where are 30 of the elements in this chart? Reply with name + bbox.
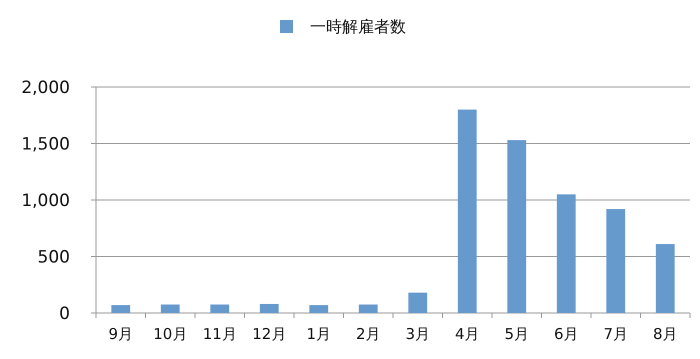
y-tick-label: 500 (38, 248, 70, 268)
x-tick-label: 11月 (202, 325, 237, 343)
x-tick-label: 2月 (356, 325, 381, 343)
x-tick-label: 7月 (603, 325, 628, 343)
legend-label: 一時解雇者数 (310, 17, 406, 36)
bar (606, 209, 626, 313)
x-tick-label: 3月 (405, 325, 430, 343)
bar (111, 305, 130, 313)
y-tick-label: 2,000 (21, 78, 70, 98)
bar (458, 110, 477, 313)
y-tick-label: 1,000 (21, 191, 70, 211)
bar (210, 304, 230, 313)
x-tick-label: 12月 (252, 325, 286, 343)
bar (260, 304, 279, 313)
x-tick-label: 8月 (652, 325, 678, 343)
bar (408, 292, 428, 313)
x-tick-label: 5月 (504, 325, 530, 343)
bar (160, 304, 180, 313)
y-tick-label: 1,500 (21, 134, 70, 154)
bar (358, 304, 378, 313)
bar (556, 194, 576, 313)
bar (656, 244, 675, 313)
y-tick-label: 0 (59, 304, 70, 324)
bar (507, 140, 526, 313)
x-tick-label: 9月 (108, 325, 134, 343)
x-tick-label: 6月 (554, 325, 579, 343)
x-tick-label: 4月 (454, 325, 480, 343)
x-tick-label: 10月 (153, 325, 188, 343)
bar (309, 305, 328, 313)
x-tick-label: 1月 (306, 325, 332, 343)
